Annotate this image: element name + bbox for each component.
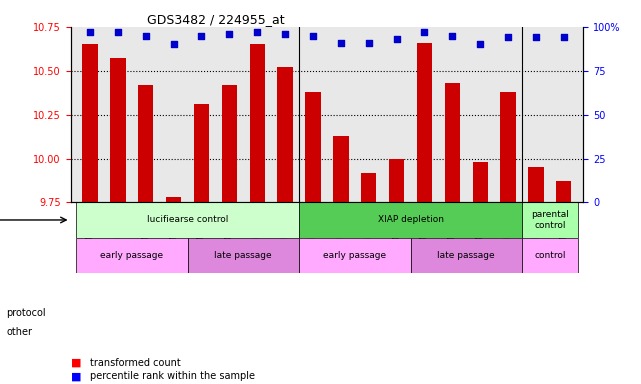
Bar [82, 45, 97, 384]
Bar [389, 159, 404, 384]
Point [392, 36, 402, 42]
FancyBboxPatch shape [76, 238, 188, 273]
Bar [445, 83, 460, 384]
Bar [333, 136, 349, 384]
Text: ■: ■ [71, 371, 81, 381]
Point [559, 34, 569, 40]
Point [336, 40, 346, 46]
Point [308, 33, 318, 39]
FancyBboxPatch shape [522, 202, 578, 238]
Text: late passage: late passage [215, 251, 272, 260]
Text: other: other [6, 327, 33, 337]
Bar [472, 162, 488, 384]
Point [475, 41, 485, 48]
Text: late passage: late passage [437, 251, 495, 260]
Bar [501, 92, 516, 384]
Text: XIAP depletion: XIAP depletion [378, 215, 444, 225]
Point [224, 31, 235, 37]
Point [196, 33, 206, 39]
Point [252, 29, 262, 35]
Point [280, 31, 290, 37]
Point [503, 34, 513, 40]
Text: transformed count: transformed count [90, 358, 181, 368]
FancyBboxPatch shape [522, 238, 578, 273]
Text: early passage: early passage [100, 251, 163, 260]
Bar [417, 43, 432, 384]
Point [113, 29, 123, 35]
Bar [305, 92, 320, 384]
FancyBboxPatch shape [299, 202, 522, 238]
Text: early passage: early passage [323, 251, 387, 260]
Text: percentile rank within the sample: percentile rank within the sample [90, 371, 254, 381]
Text: GDS3482 / 224955_at: GDS3482 / 224955_at [147, 13, 285, 26]
Point [140, 33, 151, 39]
FancyBboxPatch shape [76, 202, 299, 238]
FancyBboxPatch shape [299, 238, 410, 273]
FancyBboxPatch shape [188, 238, 299, 273]
Bar [361, 172, 376, 384]
Point [363, 40, 374, 46]
Bar [528, 167, 544, 384]
Bar [194, 104, 209, 384]
Bar [138, 85, 153, 384]
Point [419, 29, 429, 35]
Point [85, 29, 95, 35]
Bar [166, 197, 181, 384]
Bar [222, 85, 237, 384]
Point [169, 41, 179, 48]
Text: lucifiearse control: lucifiearse control [147, 215, 228, 225]
Point [447, 33, 458, 39]
Text: parental
control: parental control [531, 210, 569, 230]
Point [531, 34, 541, 40]
Bar [249, 45, 265, 384]
Text: control: control [534, 251, 565, 260]
Bar [278, 67, 293, 384]
Text: protocol: protocol [6, 308, 46, 318]
FancyBboxPatch shape [410, 238, 522, 273]
Bar [556, 181, 572, 384]
Text: ■: ■ [71, 358, 81, 368]
Bar [110, 58, 126, 384]
